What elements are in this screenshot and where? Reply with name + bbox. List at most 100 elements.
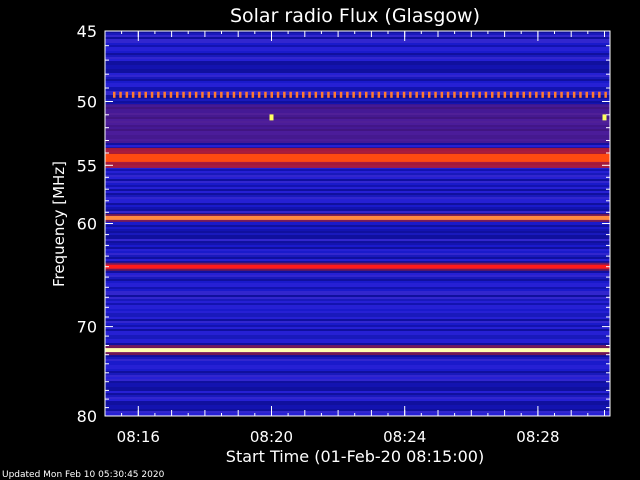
emission-band-dot	[604, 91, 607, 98]
emission-band-dot	[163, 91, 166, 98]
emission-band-dot	[188, 91, 192, 98]
emission-band-dot	[579, 91, 582, 98]
emission-band-dot	[478, 91, 481, 98]
emission-band-dot	[453, 91, 456, 98]
emission-band-dot	[314, 91, 318, 98]
emission-band-dot	[434, 91, 437, 98]
emission-band-dot	[415, 91, 418, 98]
emission-band	[105, 215, 610, 220]
emission-band-dot	[383, 91, 387, 98]
emission-band-dot	[371, 91, 374, 98]
y-axis-label: Frequency [MHz]	[50, 161, 68, 287]
emission-band	[105, 264, 610, 269]
emission-band-dot	[365, 91, 368, 98]
emission-band-dot	[585, 91, 588, 98]
emission-spike	[269, 114, 274, 121]
y-tick-label: 45	[77, 22, 97, 41]
y-tick-label: 60	[77, 215, 97, 234]
emission-band-dot	[554, 91, 557, 98]
emission-band-dot	[560, 91, 563, 98]
emission-band-dot	[333, 91, 336, 98]
emission-band-dot	[509, 91, 513, 98]
emission-band-dot	[446, 91, 450, 98]
emission-band-dot	[572, 91, 576, 98]
emission-spike	[602, 114, 607, 121]
x-tick-label: 08:16	[117, 428, 160, 446]
emission-band-dot	[201, 91, 204, 98]
emission-band-dot	[516, 91, 519, 98]
emission-band-dot	[377, 91, 381, 98]
emission-band-dot	[302, 91, 305, 98]
emission-band-dot	[339, 91, 343, 98]
emission-band-dot	[327, 91, 330, 98]
emission-band-dot	[176, 91, 179, 98]
emission-band-dot	[497, 91, 500, 98]
emission-band-dot	[591, 91, 595, 98]
axes: 45 50 55 60 70 80 08:16 08:20 08:24 08:28	[77, 22, 610, 446]
emission-band-dot	[547, 91, 551, 98]
emission-band-dot	[125, 91, 129, 98]
emission-band-dot	[465, 91, 469, 98]
emission-band	[105, 153, 610, 162]
emission-band-dot	[528, 91, 532, 98]
background-stripes	[105, 31, 610, 416]
emission-band-dot	[390, 91, 393, 98]
emission-band-dot	[131, 91, 135, 98]
emission-band-dot	[566, 91, 570, 98]
emission-band-dot	[270, 91, 273, 98]
x-tick-label: 08:28	[516, 428, 559, 446]
emission-band-dot	[535, 91, 538, 98]
emission-band-dot	[352, 91, 355, 98]
emission-band-dot	[295, 91, 299, 98]
emission-band-dot	[396, 91, 399, 98]
emission-band-dot	[232, 91, 236, 98]
emission-band-dot	[276, 91, 280, 98]
emission-band-dot	[289, 91, 292, 98]
emission-band-dot	[239, 91, 242, 98]
emission-band-dot	[226, 91, 229, 98]
emission-band-dot	[598, 91, 601, 98]
emission-band-dot	[358, 91, 362, 98]
emission-band-dot	[472, 91, 475, 98]
emission-band-dot	[308, 91, 311, 98]
y-tick-label: 70	[77, 318, 97, 337]
emission-band-dot	[157, 91, 160, 98]
emission-bands	[105, 91, 610, 356]
emission-band-dot	[484, 91, 488, 98]
emission-band-dot	[182, 91, 185, 98]
emission-band-dot	[113, 91, 116, 98]
chart-title: Solar radio Flux (Glasgow)	[230, 5, 480, 27]
emission-band-dot	[245, 91, 248, 98]
y-tick-label: 50	[77, 93, 97, 112]
emission-band-dot	[459, 91, 462, 98]
emission-band-dot	[257, 91, 261, 98]
emission-band-dot	[541, 91, 544, 98]
emission-band-dot	[138, 91, 141, 98]
emission-band-dot	[119, 91, 122, 98]
x-tick-label: 08:20	[250, 428, 293, 446]
emission-band-dot	[251, 91, 255, 98]
x-axis-label: Start Time (01-Feb-20 08:15:00)	[226, 447, 484, 466]
emission-band-dot	[421, 91, 425, 98]
emission-band-dot	[440, 91, 444, 98]
emission-band-dot	[320, 91, 324, 98]
emission-band-dot	[402, 91, 406, 98]
emission-band-dot	[491, 91, 494, 98]
emission-band-dot	[283, 91, 286, 98]
emission-band-dot	[409, 91, 412, 98]
emission-band-dot	[194, 91, 198, 98]
emission-band	[105, 348, 610, 353]
emission-band-dot	[150, 91, 154, 98]
emission-band-dot	[503, 91, 507, 98]
emission-band-dot	[346, 91, 349, 98]
emission-band-dot	[213, 91, 217, 98]
emission-band-dot	[220, 91, 223, 98]
y-tick-label: 80	[77, 407, 97, 426]
emission-band-dot	[428, 91, 431, 98]
emission-band-dot	[144, 91, 147, 98]
update-timestamp: Updated Mon Feb 10 05:30:45 2020	[2, 470, 165, 480]
emission-band-dot	[264, 91, 267, 98]
x-tick-label: 08:24	[383, 428, 426, 446]
emission-band-dot	[169, 91, 173, 98]
